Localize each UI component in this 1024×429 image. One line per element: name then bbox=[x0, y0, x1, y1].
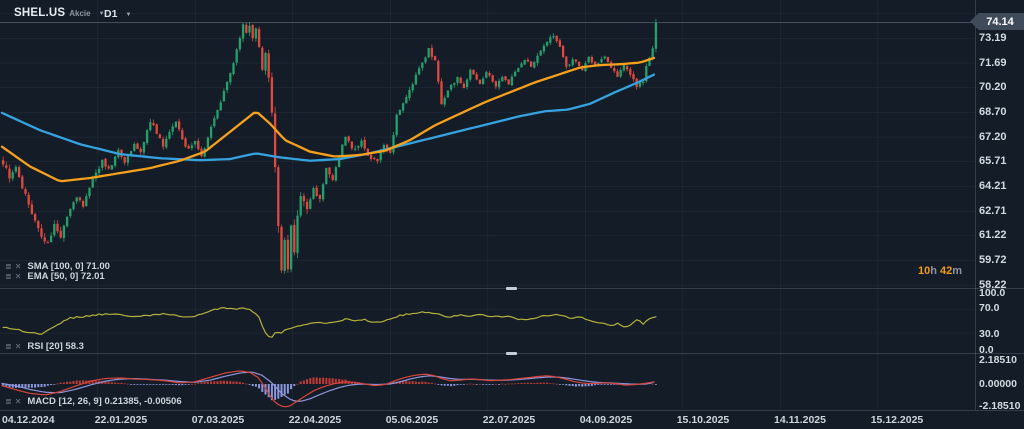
countdown-hours-unit: h bbox=[930, 265, 937, 277]
rsi-pane[interactable] bbox=[0, 289, 975, 353]
main-price-pane[interactable] bbox=[0, 0, 975, 288]
legend-ema-label: EMA [50, 0] 72.01 bbox=[27, 271, 105, 282]
price-label: 70.20 bbox=[979, 81, 1007, 93]
rsi-scale-label: 70.0 bbox=[979, 302, 1000, 314]
timeframe-label: D1 bbox=[104, 8, 118, 20]
legend-sma: ≣ ✕ SMA [100, 0] 71.00 bbox=[5, 261, 110, 272]
macd-scale-label: -2.18510 bbox=[979, 400, 1021, 412]
indicator-close-icon[interactable]: ✕ bbox=[14, 271, 22, 281]
price-label: 65.71 bbox=[979, 155, 1007, 167]
instrument-type-label: Akcie bbox=[69, 9, 91, 18]
price-label: 59.72 bbox=[979, 254, 1007, 266]
price-label: 68.70 bbox=[979, 106, 1007, 118]
pane-resize-handle[interactable] bbox=[506, 352, 517, 355]
indicator-settings-icon[interactable]: ≣ bbox=[5, 271, 12, 281]
timeframe-selector[interactable]: D1 ▼ bbox=[104, 8, 131, 20]
time-label: 22.04.2025 bbox=[288, 414, 342, 426]
price-label: 73.19 bbox=[979, 32, 1007, 44]
pane-resize-handle[interactable] bbox=[506, 287, 517, 290]
indicator-settings-icon[interactable]: ≣ bbox=[5, 341, 12, 351]
countdown-hours: 10 bbox=[917, 265, 931, 277]
legend-rsi: ≣ ✕ RSI [20] 58.3 bbox=[5, 341, 84, 352]
legend-ema: ≣ ✕ EMA [50, 0] 72.01 bbox=[5, 271, 105, 282]
indicator-settings-icon[interactable]: ≣ bbox=[5, 396, 12, 406]
time-label: 04.12.2024 bbox=[2, 414, 55, 426]
macd-scale-label: 0.00000 bbox=[979, 378, 1017, 390]
time-label: 07.03.2025 bbox=[191, 414, 245, 426]
price-label: 67.20 bbox=[979, 131, 1007, 143]
indicator-close-icon[interactable]: ✕ bbox=[14, 341, 22, 351]
time-label: 22.07.2025 bbox=[482, 414, 536, 426]
chevron-down-icon: ▼ bbox=[125, 12, 132, 18]
price-label: 61.22 bbox=[979, 229, 1007, 241]
price-label: 58.22 bbox=[979, 279, 1007, 291]
price-label: 64.21 bbox=[979, 180, 1007, 192]
time-label: 05.06.2025 bbox=[385, 414, 439, 426]
price-label: 71.69 bbox=[979, 57, 1007, 69]
candle-countdown: 10h 42m bbox=[858, 265, 962, 277]
indicator-close-icon[interactable]: ✕ bbox=[14, 261, 22, 271]
current-price-value: 74.14 bbox=[986, 15, 1014, 28]
countdown-minutes-unit: m bbox=[952, 265, 962, 277]
countdown-minutes: 42 bbox=[939, 265, 953, 277]
time-label: 04.09.2025 bbox=[579, 414, 633, 426]
legend-macd: ≣ ✕ MACD [12, 26, 9] 0.21385, -0.00506 bbox=[5, 396, 182, 407]
time-label: 14.11.2025 bbox=[774, 414, 826, 426]
rsi-scale-label: 100.0 bbox=[979, 287, 1006, 299]
price-label: 62.71 bbox=[979, 205, 1007, 217]
legend-macd-label: MACD [12, 26, 9] 0.21385, -0.00506 bbox=[27, 396, 182, 407]
symbol-selector[interactable]: SHEL.US Akcie ▼ bbox=[14, 7, 105, 19]
indicator-settings-icon[interactable]: ≣ bbox=[5, 261, 12, 271]
legend-sma-label: SMA [100, 0] 71.00 bbox=[27, 261, 110, 272]
indicator-close-icon[interactable]: ✕ bbox=[14, 396, 22, 406]
chevron-down-icon: ▼ bbox=[98, 11, 105, 17]
time-label: 22.01.2025 bbox=[94, 414, 148, 426]
macd-scale-label: 2.18510 bbox=[979, 354, 1017, 366]
rsi-scale-label: 30.0 bbox=[979, 328, 1000, 340]
time-label: 15.10.2025 bbox=[676, 414, 730, 426]
current-price-tag: 74.14 bbox=[970, 13, 1024, 30]
time-label: 15.12.2025 bbox=[870, 414, 924, 426]
symbol-name: SHEL.US bbox=[14, 7, 66, 19]
rsi-scale-label: 0.0 bbox=[979, 344, 994, 356]
legend-rsi-label: RSI [20] 58.3 bbox=[27, 341, 84, 352]
